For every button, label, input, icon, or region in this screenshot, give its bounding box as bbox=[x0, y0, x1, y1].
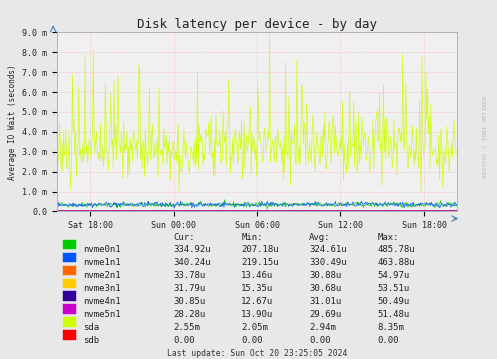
Text: 31.79u: 31.79u bbox=[173, 284, 205, 293]
Bar bbox=[63, 330, 77, 340]
Text: 0.00: 0.00 bbox=[241, 336, 263, 345]
Text: nvme3n1: nvme3n1 bbox=[83, 284, 121, 293]
Text: 15.35u: 15.35u bbox=[241, 284, 273, 293]
Text: 0.00: 0.00 bbox=[173, 336, 195, 345]
Bar bbox=[63, 266, 77, 275]
Text: nvme2n1: nvme2n1 bbox=[83, 271, 121, 280]
Text: Cur:: Cur: bbox=[173, 233, 195, 242]
Text: sda: sda bbox=[83, 323, 99, 332]
Text: 51.48u: 51.48u bbox=[377, 310, 410, 319]
Text: 31.01u: 31.01u bbox=[309, 297, 341, 306]
Y-axis label: Average IO Wait (seconds): Average IO Wait (seconds) bbox=[8, 64, 17, 180]
Text: 30.85u: 30.85u bbox=[173, 297, 205, 306]
Text: nvme0n1: nvme0n1 bbox=[83, 246, 121, 255]
Bar bbox=[63, 292, 77, 301]
Text: nvme1n1: nvme1n1 bbox=[83, 258, 121, 267]
Bar bbox=[63, 304, 77, 314]
Title: Disk latency per device - by day: Disk latency per device - by day bbox=[137, 18, 377, 31]
Text: sdb: sdb bbox=[83, 336, 99, 345]
Text: 340.24u: 340.24u bbox=[173, 258, 211, 267]
Bar bbox=[63, 279, 77, 288]
Text: 0.00: 0.00 bbox=[309, 336, 331, 345]
Text: nvme5n1: nvme5n1 bbox=[83, 310, 121, 319]
Text: 13.46u: 13.46u bbox=[241, 271, 273, 280]
Text: 0.00: 0.00 bbox=[377, 336, 399, 345]
Text: 463.88u: 463.88u bbox=[377, 258, 415, 267]
Text: nvme4n1: nvme4n1 bbox=[83, 297, 121, 306]
Text: 2.55m: 2.55m bbox=[173, 323, 200, 332]
Text: 2.94m: 2.94m bbox=[309, 323, 336, 332]
Text: 2.05m: 2.05m bbox=[241, 323, 268, 332]
Text: 334.92u: 334.92u bbox=[173, 246, 211, 255]
Text: 54.97u: 54.97u bbox=[377, 271, 410, 280]
Text: 28.28u: 28.28u bbox=[173, 310, 205, 319]
Bar bbox=[63, 317, 77, 327]
Text: 53.51u: 53.51u bbox=[377, 284, 410, 293]
Bar bbox=[63, 253, 77, 262]
Text: 29.69u: 29.69u bbox=[309, 310, 341, 319]
Text: 324.61u: 324.61u bbox=[309, 246, 347, 255]
Text: Min:: Min: bbox=[241, 233, 263, 242]
Text: 30.88u: 30.88u bbox=[309, 271, 341, 280]
Text: 12.67u: 12.67u bbox=[241, 297, 273, 306]
Text: 13.90u: 13.90u bbox=[241, 310, 273, 319]
Text: RRDTOOL / TOBI OETIKER: RRDTOOL / TOBI OETIKER bbox=[482, 95, 487, 178]
Text: 50.49u: 50.49u bbox=[377, 297, 410, 306]
Text: Avg:: Avg: bbox=[309, 233, 331, 242]
Text: 8.35m: 8.35m bbox=[377, 323, 404, 332]
Text: 30.68u: 30.68u bbox=[309, 284, 341, 293]
Text: 485.78u: 485.78u bbox=[377, 246, 415, 255]
Text: Max:: Max: bbox=[377, 233, 399, 242]
Text: 330.49u: 330.49u bbox=[309, 258, 347, 267]
Bar bbox=[63, 240, 77, 249]
Text: 33.78u: 33.78u bbox=[173, 271, 205, 280]
Text: Last update: Sun Oct 20 23:25:05 2024: Last update: Sun Oct 20 23:25:05 2024 bbox=[167, 349, 347, 358]
Text: 207.18u: 207.18u bbox=[241, 246, 279, 255]
Text: 219.15u: 219.15u bbox=[241, 258, 279, 267]
